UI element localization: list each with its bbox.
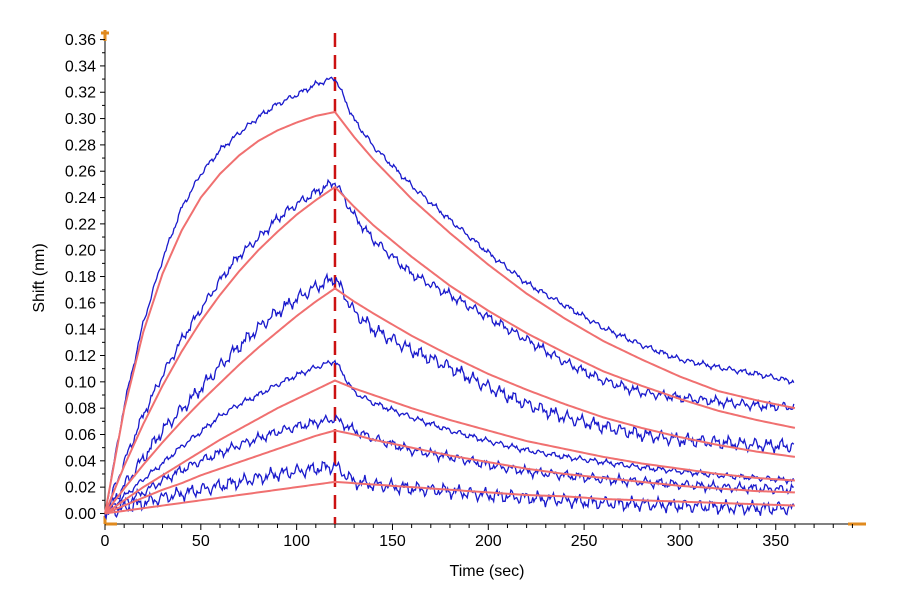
measured-trace-line [104,178,795,517]
x-tick-label: 0 [101,533,110,550]
x-tick-label: 50 [192,533,210,550]
fit-curve-line [104,110,796,514]
y-tick-label: 0.08 [65,401,96,418]
fit-curve-line [104,287,796,515]
measured-trace-line [105,272,795,516]
y-tick-label: 0.20 [65,243,96,260]
x-tick-label: 150 [379,533,406,550]
x-tick-label: 100 [283,533,310,550]
measured-trace-line [104,76,795,514]
y-tick-label: 0.12 [65,348,96,365]
x-axis-title: Time (sec) [450,563,525,580]
y-tick-label: 0.32 [65,85,96,102]
y-tick-label: 0.30 [65,111,96,128]
y-tick-label: 0.00 [65,506,96,523]
y-tick-label: 0.04 [65,453,96,470]
x-tick-label: 300 [667,533,694,550]
chart-marks: 0.00 0.02 0.04 0.06 0.08 0.10 0.12 0.14 0.16 0.18… [65,30,866,550]
y-tick-label: 0.26 [65,164,96,181]
measured-trace-line [104,460,794,520]
measured-trace-line [104,413,794,516]
y-tick-label: 0.06 [65,427,96,444]
fit-curve-line [104,480,795,515]
y-tick-label: 0.16 [65,295,96,312]
y-tick-label: 0.22 [65,216,96,233]
x-tick-label: 350 [762,533,789,550]
y-tick-label: 0.28 [65,137,96,154]
fit-curve-line [104,379,795,515]
fit-curve-line [104,429,795,515]
x-tick-label: 200 [475,533,502,550]
y-tick-label: 0.10 [65,374,96,391]
y-tick-label: 0.18 [65,269,96,286]
y-axis-title: Shift (nm) [31,243,48,312]
y-tick-label: 0.24 [65,190,96,207]
y-tick-label: 0.02 [65,480,96,497]
x-tick-label: 250 [571,533,598,550]
y-tick-label: 0.36 [65,32,96,49]
fit-curve-line [104,185,796,514]
y-tick-label: 0.34 [65,58,96,75]
y-tick-label: 0.14 [65,322,96,339]
measured-trace-line [104,359,795,517]
